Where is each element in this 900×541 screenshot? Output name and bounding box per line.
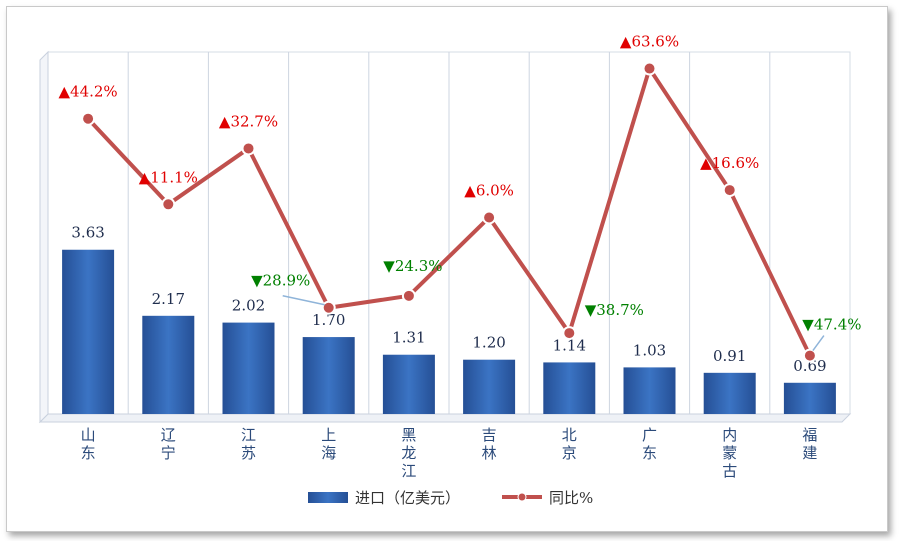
line-value-label: ▲6.0% bbox=[464, 181, 514, 199]
bar bbox=[382, 354, 435, 414]
bar bbox=[703, 372, 756, 414]
line-point bbox=[722, 183, 737, 198]
bar bbox=[543, 362, 596, 414]
bar-value-label: 1.31 bbox=[392, 329, 425, 347]
bar bbox=[783, 382, 836, 414]
bar-value-label: 3.63 bbox=[71, 224, 104, 242]
category-label: 山东 bbox=[81, 426, 96, 462]
bar bbox=[623, 367, 676, 414]
category-label: 上海 bbox=[321, 426, 336, 462]
legend-line-label: 同比% bbox=[549, 489, 593, 507]
bar-value-label: 2.17 bbox=[152, 290, 185, 308]
bar bbox=[302, 337, 355, 414]
plot-floor bbox=[38, 413, 852, 423]
line-point bbox=[482, 210, 497, 225]
line-value-label: ▲16.6% bbox=[700, 154, 759, 172]
line-point bbox=[642, 61, 657, 76]
legend: 进口（亿美元） 同比% bbox=[308, 489, 593, 507]
line-value-label: ▼38.7% bbox=[585, 301, 644, 319]
bar bbox=[142, 315, 195, 414]
category-label: 福建 bbox=[802, 426, 817, 462]
category-label: 黑龙江 bbox=[401, 426, 416, 480]
line-value-label: ▲63.6% bbox=[620, 33, 679, 51]
bar-value-label: 1.20 bbox=[472, 334, 505, 352]
line-point bbox=[161, 197, 176, 212]
leader-line bbox=[282, 294, 325, 306]
line-series bbox=[86, 66, 812, 357]
line-point bbox=[401, 288, 416, 303]
legend-line-marker bbox=[517, 492, 527, 502]
leader-line bbox=[812, 335, 825, 352]
line-value-label: ▼28.9% bbox=[251, 272, 310, 290]
bar-value-label: 1.70 bbox=[312, 311, 345, 329]
line-value-label: ▲32.7% bbox=[219, 112, 278, 130]
line-point bbox=[81, 111, 96, 126]
bar-value-label: 1.03 bbox=[633, 341, 666, 359]
line-point bbox=[241, 141, 256, 156]
category-label: 内蒙古 bbox=[722, 426, 737, 480]
line-value-label: ▲11.1% bbox=[139, 168, 198, 186]
line-point bbox=[562, 326, 577, 341]
plot-side-wall bbox=[39, 50, 49, 424]
line-value-label: ▲44.2% bbox=[58, 83, 117, 101]
category-label: 吉林 bbox=[482, 426, 497, 462]
bar-value-label: 1.14 bbox=[553, 336, 586, 354]
legend-bar-label: 进口（亿美元） bbox=[355, 489, 460, 507]
line-value-label: ▼24.3% bbox=[383, 257, 442, 275]
category-label: 广东 bbox=[642, 426, 657, 462]
legend-bar-swatch bbox=[308, 492, 348, 503]
category-label: 辽宁 bbox=[161, 426, 176, 462]
line-value-label: ▼47.4% bbox=[802, 316, 861, 334]
bar bbox=[222, 322, 275, 414]
bar-value-label: 2.02 bbox=[232, 297, 265, 315]
bar-value-label: 0.91 bbox=[713, 347, 746, 365]
line-point bbox=[321, 300, 336, 315]
bar bbox=[62, 249, 115, 414]
line-point bbox=[802, 348, 817, 363]
category-label: 北京 bbox=[562, 426, 577, 462]
category-label: 江苏 bbox=[241, 426, 256, 462]
bar bbox=[463, 359, 516, 414]
bar-value-label: 0.69 bbox=[793, 357, 826, 375]
